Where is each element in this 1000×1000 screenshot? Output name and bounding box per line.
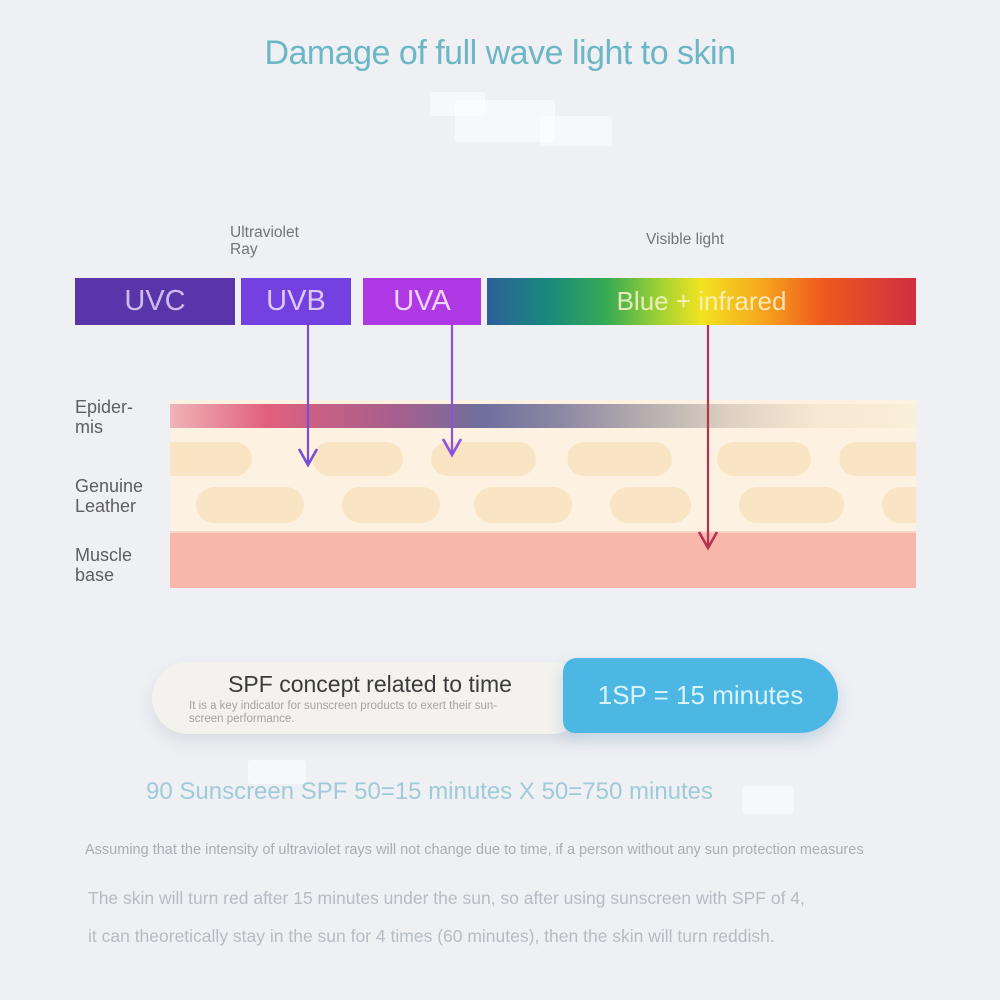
spectrum-segment-visible-infrared: Blue + infrared	[487, 278, 916, 325]
spf-concept-title: SPF concept related to time	[228, 671, 512, 697]
muscle-base-label: Muscle base	[75, 545, 132, 585]
epidermis-label-line1: Epider-	[75, 397, 134, 417]
genuine-leather-label: Genuine Leather	[75, 476, 143, 516]
dermis-cell	[196, 487, 304, 523]
uva-arrow-icon	[441, 325, 463, 458]
genuine-leather-label-line1: Genuine	[75, 476, 144, 496]
dermis-cell	[342, 487, 440, 523]
epidermis-gradient-band	[170, 404, 916, 428]
ultraviolet-ray-label-line2: Ray	[230, 241, 258, 258]
watermark-smudge	[248, 760, 306, 784]
watermark-smudge	[540, 116, 612, 146]
uvb-arrow-icon	[297, 325, 319, 468]
spf-concept-subtitle-line2: screen performance.	[189, 713, 295, 725]
dermis-cell	[882, 487, 916, 523]
infrared-arrow-icon	[697, 325, 719, 551]
dermis-cell	[739, 487, 844, 523]
spf-time-badge: 1SP = 15 minutes	[563, 658, 838, 733]
visible-light-label: Visible light	[645, 231, 725, 248]
dermis-cell	[839, 442, 916, 476]
spectrum-segment-uvb: UVB	[241, 278, 351, 325]
spf-formula-text: 90 Sunscreen SPF 50=15 minutes X 50=750 …	[146, 778, 714, 805]
spf-concept-subtitle: It is a key indicator for sunscreen prod…	[189, 700, 588, 726]
dermis-cell	[170, 442, 252, 476]
dermis-cell	[567, 442, 672, 476]
muscle-base-band	[170, 531, 916, 588]
ultraviolet-ray-label-line1: Ultraviolet	[230, 224, 299, 241]
watermark-smudge	[430, 92, 485, 116]
dermis-cell	[717, 442, 811, 476]
muscle-base-label-line2: base	[75, 565, 115, 585]
spf-concept-subtitle-line1: It is a key indicator for sunscreen prod…	[189, 700, 498, 712]
dermis-cell	[610, 487, 691, 523]
muscle-base-label-line1: Muscle	[75, 545, 133, 565]
epidermis-label-line2: mis	[75, 417, 103, 437]
spectrum-segment-uvc: UVC	[75, 278, 235, 325]
page-title: Damage of full wave light to skin	[264, 34, 736, 72]
skin-cross-section	[170, 400, 916, 588]
assumption-text: Assuming that the intensity of ultraviol…	[85, 842, 864, 858]
epidermis-label: Epider- mis	[75, 397, 133, 437]
note-text-line2: it can theoretically stay in the sun for…	[88, 926, 775, 946]
spectrum-segment-uva: UVA	[363, 278, 481, 325]
dermis-cell	[474, 487, 572, 523]
note-text-line1: The skin will turn red after 15 minutes …	[88, 888, 805, 908]
genuine-leather-label-line2: Leather	[75, 496, 137, 516]
ultraviolet-ray-label: Ultraviolet Ray	[230, 224, 299, 258]
spf-concept-card: SPF concept related to time It is a key …	[152, 662, 588, 734]
dermis-cell	[313, 442, 403, 476]
watermark-smudge	[742, 786, 794, 814]
